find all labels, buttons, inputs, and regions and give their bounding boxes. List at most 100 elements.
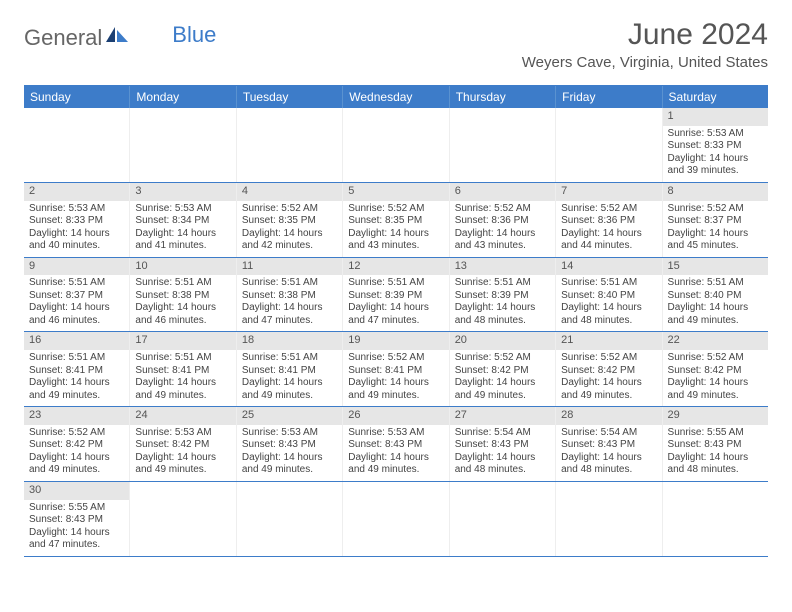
day-cell: 7Sunrise: 5:52 AMSunset: 8:36 PMDaylight… bbox=[556, 183, 662, 257]
day-number: 6 bbox=[450, 183, 555, 201]
header: General Blue June 2024 Weyers Cave, Virg… bbox=[24, 18, 768, 71]
day-body: Sunrise: 5:51 AMSunset: 8:38 PMDaylight:… bbox=[237, 275, 342, 331]
sunset-line: Sunset: 8:33 PM bbox=[29, 215, 124, 228]
day-number: 13 bbox=[450, 258, 555, 276]
day-body: Sunrise: 5:53 AMSunset: 8:43 PMDaylight:… bbox=[237, 425, 342, 481]
day-body: Sunrise: 5:55 AMSunset: 8:43 PMDaylight:… bbox=[24, 500, 129, 556]
day-number: 29 bbox=[663, 407, 768, 425]
sunrise-line: Sunrise: 5:53 AM bbox=[348, 427, 443, 440]
day-body: Sunrise: 5:54 AMSunset: 8:43 PMDaylight:… bbox=[556, 425, 661, 481]
day-number: 27 bbox=[450, 407, 555, 425]
sunset-line: Sunset: 8:42 PM bbox=[455, 365, 550, 378]
day-cell: 9Sunrise: 5:51 AMSunset: 8:37 PMDaylight… bbox=[24, 258, 130, 332]
logo-text-general: General bbox=[24, 25, 102, 51]
daylight-line: Daylight: 14 hours and 46 minutes. bbox=[29, 302, 124, 327]
empty-cell bbox=[130, 482, 236, 556]
day-number: 11 bbox=[237, 258, 342, 276]
day-body: Sunrise: 5:51 AMSunset: 8:41 PMDaylight:… bbox=[237, 350, 342, 406]
day-body: Sunrise: 5:52 AMSunset: 8:42 PMDaylight:… bbox=[663, 350, 768, 406]
day-number: 20 bbox=[450, 332, 555, 350]
day-cell: 30Sunrise: 5:55 AMSunset: 8:43 PMDayligh… bbox=[24, 482, 130, 556]
day-cell: 14Sunrise: 5:51 AMSunset: 8:40 PMDayligh… bbox=[556, 258, 662, 332]
day-body: Sunrise: 5:51 AMSunset: 8:41 PMDaylight:… bbox=[24, 350, 129, 406]
sunset-line: Sunset: 8:43 PM bbox=[242, 439, 337, 452]
daylight-line: Daylight: 14 hours and 40 minutes. bbox=[29, 228, 124, 253]
day-number: 12 bbox=[343, 258, 448, 276]
sunset-line: Sunset: 8:35 PM bbox=[242, 215, 337, 228]
day-body: Sunrise: 5:51 AMSunset: 8:40 PMDaylight:… bbox=[556, 275, 661, 331]
calendar: SundayMondayTuesdayWednesdayThursdayFrid… bbox=[24, 85, 768, 557]
day-cell: 8Sunrise: 5:52 AMSunset: 8:37 PMDaylight… bbox=[663, 183, 768, 257]
day-number: 10 bbox=[130, 258, 235, 276]
day-cell: 23Sunrise: 5:52 AMSunset: 8:42 PMDayligh… bbox=[24, 407, 130, 481]
sunset-line: Sunset: 8:36 PM bbox=[561, 215, 656, 228]
daylight-line: Daylight: 14 hours and 47 minutes. bbox=[29, 527, 124, 552]
day-number: 7 bbox=[556, 183, 661, 201]
empty-cell bbox=[663, 482, 768, 556]
sunset-line: Sunset: 8:43 PM bbox=[668, 439, 763, 452]
sunrise-line: Sunrise: 5:53 AM bbox=[135, 427, 230, 440]
day-cell: 4Sunrise: 5:52 AMSunset: 8:35 PMDaylight… bbox=[237, 183, 343, 257]
day-cell: 11Sunrise: 5:51 AMSunset: 8:38 PMDayligh… bbox=[237, 258, 343, 332]
sunrise-line: Sunrise: 5:52 AM bbox=[561, 352, 656, 365]
week-row: 30Sunrise: 5:55 AMSunset: 8:43 PMDayligh… bbox=[24, 482, 768, 557]
day-cell: 2 Sunrise: 5:53 AMSunset: 8:33 PMDaylight… bbox=[24, 183, 130, 257]
day-number: 2 bbox=[24, 183, 129, 201]
empty-cell bbox=[237, 108, 343, 182]
day-number: 16 bbox=[24, 332, 129, 350]
sunset-line: Sunset: 8:38 PM bbox=[242, 290, 337, 303]
empty-cell bbox=[556, 108, 662, 182]
sunset-line: Sunset: 8:40 PM bbox=[668, 290, 763, 303]
day-header: Tuesday bbox=[237, 86, 343, 108]
sunset-line: Sunset: 8:37 PM bbox=[668, 215, 763, 228]
sunset-line: Sunset: 8:40 PM bbox=[561, 290, 656, 303]
sunrise-line: Sunrise: 5:54 AM bbox=[561, 427, 656, 440]
day-body: Sunrise: 5:52 AMSunset: 8:42 PMDaylight:… bbox=[450, 350, 555, 406]
week-row: 1Sunrise: 5:53 AMSunset: 8:33 PMDaylight… bbox=[24, 108, 768, 183]
day-body: Sunrise: 5:52 AMSunset: 8:42 PMDaylight:… bbox=[24, 425, 129, 481]
day-cell: 5Sunrise: 5:52 AMSunset: 8:35 PMDaylight… bbox=[343, 183, 449, 257]
logo-text-blue: Blue bbox=[172, 22, 216, 48]
empty-cell bbox=[343, 108, 449, 182]
empty-cell bbox=[450, 482, 556, 556]
sunset-line: Sunset: 8:42 PM bbox=[561, 365, 656, 378]
sunset-line: Sunset: 8:34 PM bbox=[135, 215, 230, 228]
day-number: 3 bbox=[130, 183, 235, 201]
day-number: 17 bbox=[130, 332, 235, 350]
day-number: 18 bbox=[237, 332, 342, 350]
sunrise-line: Sunrise: 5:52 AM bbox=[348, 203, 443, 216]
sunrise-line: Sunrise: 5:51 AM bbox=[242, 352, 337, 365]
sunrise-line: Sunrise: 5:53 AM bbox=[135, 203, 230, 216]
day-cell: 22Sunrise: 5:52 AMSunset: 8:42 PMDayligh… bbox=[663, 332, 768, 406]
day-number: 1 bbox=[663, 108, 768, 126]
sunset-line: Sunset: 8:36 PM bbox=[455, 215, 550, 228]
empty-cell bbox=[450, 108, 556, 182]
day-body: Sunrise: 5:55 AMSunset: 8:43 PMDaylight:… bbox=[663, 425, 768, 481]
daylight-line: Daylight: 14 hours and 44 minutes. bbox=[561, 228, 656, 253]
daylight-line: Daylight: 14 hours and 39 minutes. bbox=[668, 153, 763, 178]
sunrise-line: Sunrise: 5:51 AM bbox=[242, 277, 337, 290]
day-number: 24 bbox=[130, 407, 235, 425]
daylight-line: Daylight: 14 hours and 43 minutes. bbox=[348, 228, 443, 253]
sunrise-line: Sunrise: 5:53 AM bbox=[29, 203, 124, 216]
day-body: Sunrise: 5:52 AMSunset: 8:37 PMDaylight:… bbox=[663, 201, 768, 257]
day-number: 28 bbox=[556, 407, 661, 425]
day-body: Sunrise: 5:52 AMSunset: 8:36 PMDaylight:… bbox=[556, 201, 661, 257]
daylight-line: Daylight: 14 hours and 49 minutes. bbox=[668, 302, 763, 327]
daylight-line: Daylight: 14 hours and 41 minutes. bbox=[135, 228, 230, 253]
day-cell: 1Sunrise: 5:53 AMSunset: 8:33 PMDaylight… bbox=[663, 108, 768, 182]
sunrise-line: Sunrise: 5:51 AM bbox=[135, 352, 230, 365]
day-body: Sunrise: 5:51 AMSunset: 8:41 PMDaylight:… bbox=[130, 350, 235, 406]
day-cell: 25Sunrise: 5:53 AMSunset: 8:43 PMDayligh… bbox=[237, 407, 343, 481]
sunrise-line: Sunrise: 5:51 AM bbox=[348, 277, 443, 290]
week-row: 16Sunrise: 5:51 AMSunset: 8:41 PMDayligh… bbox=[24, 332, 768, 407]
daylight-line: Daylight: 14 hours and 49 minutes. bbox=[561, 377, 656, 402]
day-header: Thursday bbox=[450, 86, 556, 108]
daylight-line: Daylight: 14 hours and 45 minutes. bbox=[668, 228, 763, 253]
week-row: 2Sunrise: 5:53 AMSunset: 8:33 PMDaylight… bbox=[24, 183, 768, 258]
daylight-line: Daylight: 14 hours and 49 minutes. bbox=[135, 452, 230, 477]
sunset-line: Sunset: 8:41 PM bbox=[135, 365, 230, 378]
day-number: 30 bbox=[24, 482, 129, 500]
daylight-line: Daylight: 14 hours and 49 minutes. bbox=[668, 377, 763, 402]
day-body: Sunrise: 5:54 AMSunset: 8:43 PMDaylight:… bbox=[450, 425, 555, 481]
